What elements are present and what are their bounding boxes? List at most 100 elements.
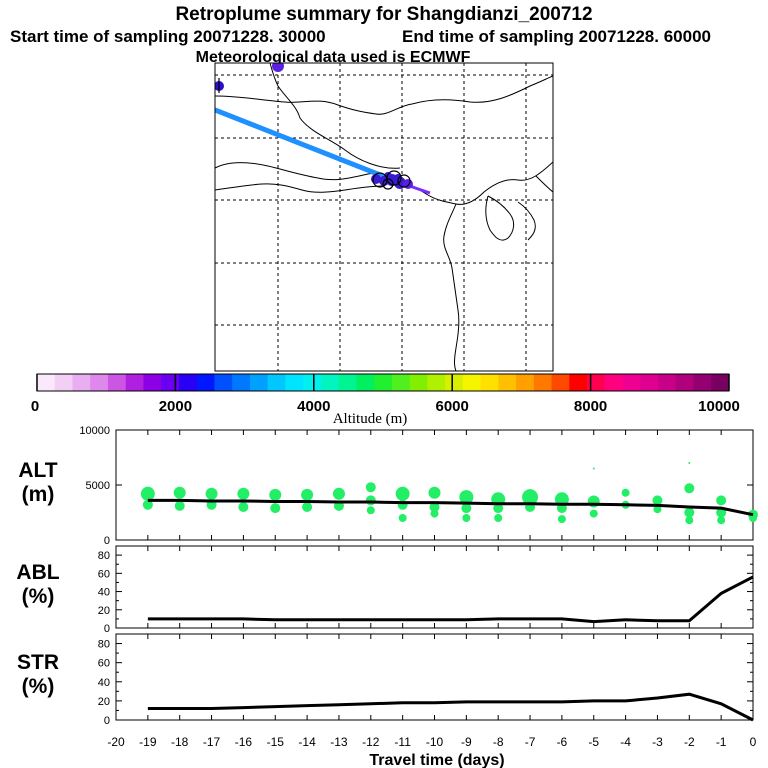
colorbar-swatch — [125, 374, 144, 391]
map-grid — [215, 63, 553, 371]
colorbar-swatch — [374, 374, 393, 391]
colorbar-swatch — [161, 374, 180, 391]
altitude-dot — [652, 495, 663, 506]
altitude-dot — [461, 503, 472, 514]
y-tick-label: 80 — [98, 639, 110, 651]
x-tick-label: -7 — [525, 735, 536, 749]
colorbar-swatch — [551, 374, 570, 391]
x-tick-label: -15 — [267, 735, 285, 749]
colorbar-swatch — [37, 374, 56, 391]
altitude-dot — [430, 509, 439, 518]
colorbar-swatch — [622, 374, 641, 391]
altitude-dot — [685, 516, 694, 525]
colorbar-swatch — [569, 374, 588, 391]
panel-ylabel: ABL — [16, 561, 59, 584]
altitude-dot — [462, 514, 471, 522]
colorbar-swatch — [285, 374, 304, 391]
str-line — [147, 692, 754, 722]
colorbar-swatch — [587, 374, 606, 391]
x-tick-label: -12 — [362, 735, 380, 749]
x-tick-label: -1 — [716, 735, 727, 749]
altitude-dot — [716, 495, 727, 506]
y-tick-label: 5000 — [86, 480, 110, 492]
colorbar-tick: 6000 — [436, 398, 469, 415]
panel-ylabel: ALT — [18, 459, 57, 482]
altitude-dot — [398, 514, 407, 522]
colorbar-swatch — [516, 374, 535, 391]
colorbar-swatch — [391, 374, 411, 391]
y-tick-label: 40 — [98, 677, 110, 689]
map-panel — [214, 62, 554, 372]
x-tick-label: -5 — [588, 735, 599, 749]
x-tick-label: -18 — [171, 735, 189, 749]
x-tick-label: -20 — [107, 735, 125, 749]
colorbar-swatch — [427, 374, 446, 391]
panel-frame — [115, 545, 754, 629]
colorbar-tick: 10000 — [698, 398, 740, 415]
x-tick-label: -19 — [139, 735, 157, 749]
altitude-dot — [365, 482, 376, 493]
colorbar-tick: 2000 — [159, 398, 192, 415]
y-tick-label: 10000 — [79, 425, 110, 437]
colorbar-swatch — [143, 374, 162, 391]
altitude-dot — [494, 514, 503, 522]
altitude-dot — [302, 502, 313, 512]
colorbar-swatch — [90, 374, 109, 391]
x-tick-label: 0 — [750, 735, 757, 749]
altitude-dot — [140, 486, 155, 501]
colorbar-swatch — [338, 374, 357, 391]
y-tick-label: 60 — [98, 658, 110, 670]
colorbar-swatch — [320, 374, 340, 391]
y-tick-label: 60 — [98, 568, 110, 580]
altitude-dot — [684, 483, 695, 494]
altitude-dot — [395, 486, 410, 501]
altitude-dot — [269, 488, 282, 501]
panel-ylabel: (%) — [22, 585, 55, 608]
altitude-dot — [493, 503, 504, 514]
map-borders — [215, 63, 553, 371]
colorbar-swatch — [445, 374, 464, 391]
panel-ylabel: (%) — [22, 675, 55, 698]
altitude-dot — [428, 486, 441, 499]
met-data-label: Meteorological data used is ECMWF — [196, 49, 471, 66]
start-time-label: Start time of sampling 20071228. 30000 — [10, 27, 326, 46]
x-tick-label: -11 — [394, 735, 411, 749]
colorbar-swatch — [711, 374, 730, 391]
x-tick-label: -4 — [620, 735, 631, 749]
altitude-dot — [173, 486, 186, 499]
x-axis-label: Travel time (days) — [369, 752, 504, 768]
abl-line — [147, 575, 754, 624]
plume-marker — [272, 63, 284, 72]
y-tick-label: 0 — [104, 623, 110, 635]
colorbar-swatch — [232, 374, 251, 391]
panel-abl: 80 60 40 20 0 ABL(%) — [16, 545, 754, 635]
altitude-dot — [205, 487, 218, 500]
colorbar: 0 2000 4000 6000 8000 10000 Altitude (m) — [31, 373, 740, 427]
time-series-panels: 1000050000ALT(m)806040200ABL(%)806040200… — [16, 425, 758, 727]
altitude-dot — [749, 514, 757, 522]
altitude-dot — [684, 507, 695, 518]
colorbar-swatch — [249, 374, 269, 391]
x-tick-label: -6 — [557, 735, 568, 749]
x-tick-label: -16 — [235, 735, 253, 749]
y-tick-label: 40 — [98, 587, 110, 599]
x-tick-label: -8 — [493, 735, 504, 749]
altitude-dot — [237, 487, 250, 500]
colorbar-swatch — [658, 374, 677, 391]
y-tick-label: 20 — [98, 605, 110, 617]
panel-str: 80 60 40 20 0 STR(%) — [17, 633, 754, 727]
trajectory-path — [215, 107, 401, 185]
altitude-dot — [429, 502, 440, 512]
colorbar-swatch — [196, 374, 215, 391]
colorbar-swatch — [693, 374, 712, 391]
panel-frame — [115, 429, 754, 541]
altitude-dot — [365, 495, 376, 506]
colorbar-swatch — [178, 374, 198, 391]
altitude-dot — [270, 503, 281, 514]
altitude-dot — [589, 509, 598, 518]
altitude-dot — [174, 500, 185, 511]
x-tick-label: -3 — [652, 735, 663, 749]
altitude-dot — [238, 502, 249, 512]
panel-ylabel: STR — [17, 651, 59, 674]
x-tick-label: -9 — [461, 735, 472, 749]
